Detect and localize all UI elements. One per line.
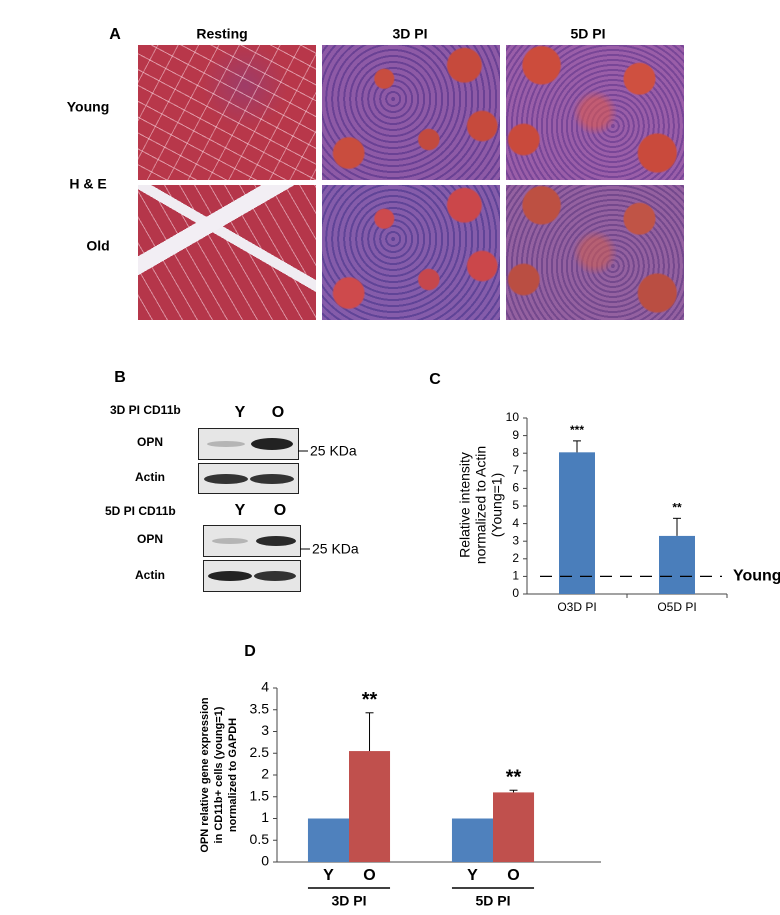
y-tick-label: 3: [512, 533, 519, 547]
y-axis-label: in CD11b+ cells (young=1): [213, 706, 225, 843]
histology-image: [506, 185, 684, 320]
lane-label: O: [272, 404, 284, 421]
y-tick-label: 3.5: [250, 700, 270, 716]
y-tick-label: 1: [512, 569, 519, 583]
x-tick-label: O3D PI: [557, 600, 596, 614]
lane-label: Y: [235, 502, 246, 519]
marker-label: 25 KDa: [310, 443, 357, 459]
lane-label: O: [274, 502, 286, 519]
column-label: 5D PI: [570, 26, 605, 42]
y-tick-label: 4: [512, 516, 519, 530]
y-tick-label: 1: [261, 809, 269, 825]
column-label: 3D PI: [392, 26, 427, 42]
y-tick-label: 1.5: [250, 787, 270, 803]
y-tick-label: 6: [512, 481, 519, 495]
y-tick-label: 8: [512, 445, 519, 459]
y-tick-label: 2.5: [250, 744, 270, 760]
y-axis-label: normalized to Actin: [473, 446, 489, 564]
panel-label: A: [109, 26, 121, 43]
y-tick-label: 3: [261, 722, 269, 738]
y-tick-label: 2: [512, 551, 519, 565]
x-tick-label: O5D PI: [657, 600, 696, 614]
histology-image: [138, 185, 316, 320]
y-tick-label: 7: [512, 463, 519, 477]
blot-title: 5D PI CD11b: [105, 504, 176, 518]
significance: **: [672, 500, 682, 514]
blot-actin: [198, 463, 299, 494]
y-tick-label: 0.5: [250, 831, 270, 847]
significance: **: [506, 767, 522, 789]
blot-title: 3D PI CD11b: [110, 403, 181, 417]
panel-label: C: [429, 371, 441, 388]
series-label: O: [363, 867, 375, 884]
series-label: O: [507, 867, 519, 884]
bar: [659, 535, 695, 594]
band-label: OPN: [137, 532, 163, 546]
band-label: Actin: [135, 470, 165, 484]
series-label: Y: [467, 867, 478, 884]
histology-image: [322, 185, 500, 320]
column-label: Resting: [196, 26, 247, 42]
bar: [307, 818, 349, 862]
x-tick-label: 5D PI: [475, 893, 510, 909]
y-axis-label: OPN relative gene expression: [199, 697, 211, 853]
series-label: Y: [323, 867, 334, 884]
stain-label: H & E: [69, 176, 106, 192]
row-label: Young: [67, 99, 110, 115]
y-axis-label: (Young=1): [489, 473, 505, 537]
blot-opn: [203, 525, 301, 557]
panel-label: B: [114, 369, 126, 386]
histology-image: [322, 45, 500, 180]
y-tick-label: 0: [512, 586, 519, 600]
reference-label: Young=1: [733, 568, 780, 585]
bar: [493, 792, 535, 862]
y-tick-label: 9: [512, 428, 519, 442]
significance: ***: [570, 423, 584, 437]
band-label: Actin: [135, 568, 165, 582]
significance: **: [362, 689, 378, 711]
bar: [451, 818, 493, 862]
bar: [559, 452, 595, 594]
bar: [349, 751, 391, 862]
blot-opn: [198, 428, 299, 460]
lane-label: Y: [235, 404, 246, 421]
x-tick-label: 3D PI: [331, 893, 366, 909]
y-tick-label: 10: [506, 410, 520, 424]
marker-label: 25 KDa: [312, 541, 359, 557]
y-tick-label: 2: [261, 766, 269, 782]
band-label: OPN: [137, 435, 163, 449]
y-tick-label: 0: [261, 853, 269, 869]
blot-actin: [203, 560, 301, 592]
histology-image: [138, 45, 316, 180]
panel-label: D: [244, 643, 256, 660]
histology-image: [506, 45, 684, 180]
row-label: Old: [86, 238, 109, 254]
y-axis-label: Relative intensity: [457, 452, 473, 558]
y-axis-label: normalized to GAPDH: [227, 718, 239, 832]
y-tick-label: 5: [512, 498, 519, 512]
y-tick-label: 4: [261, 679, 269, 695]
